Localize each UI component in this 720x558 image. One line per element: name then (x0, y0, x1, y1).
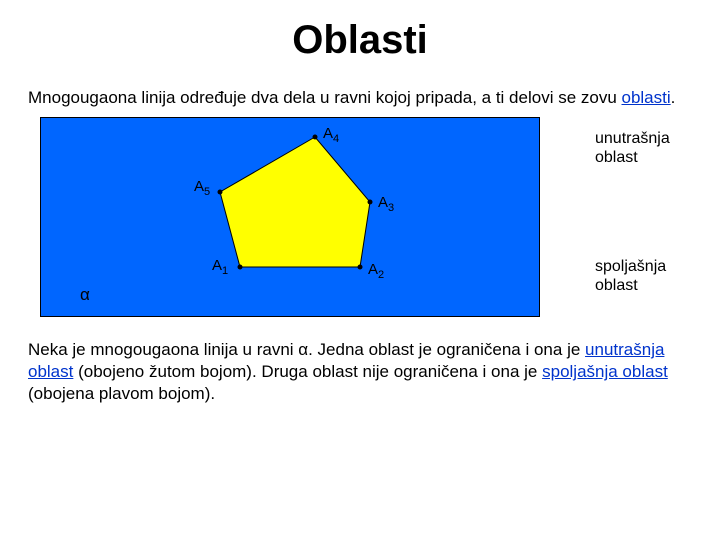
inner-region-label-line2: oblast (595, 149, 638, 166)
vertex-label-A4: A4 (323, 125, 339, 145)
vertex-label-A5: A5 (194, 178, 210, 198)
alpha-label: α (80, 285, 90, 305)
closing-paragraph: Neka je mnogougaona linija u ravni α. Je… (28, 339, 692, 405)
vertex-label-A2: A2 (368, 261, 384, 281)
diagram-container: A1A2A3A4A5 α unutrašnja oblast spoljašnj… (40, 117, 640, 317)
vertex-A2 (358, 265, 363, 270)
intro-prefix: Mnogougaona linija određuje dva dela u r… (28, 88, 622, 107)
outer-region-label-line2: oblast (595, 277, 638, 294)
polygon-diagram (40, 117, 540, 317)
intro-keyword: oblasti (622, 88, 671, 107)
closing-t3: (obojena plavom bojom). (28, 384, 215, 403)
intro-suffix: . (671, 88, 676, 107)
vertex-label-A1: A1 (212, 257, 228, 277)
inner-region-label-line1: unutrašnja (595, 130, 670, 147)
vertex-A3 (368, 200, 373, 205)
inner-region-label: unutrašnja oblast (595, 129, 670, 167)
outer-region-label-line1: spoljašnja (595, 258, 666, 275)
vertex-A5 (218, 190, 223, 195)
closing-kw2: spoljašnja oblast (542, 362, 668, 381)
page-title: Oblasti (0, 18, 720, 63)
vertex-A4 (313, 135, 318, 140)
vertex-label-A3: A3 (378, 194, 394, 214)
vertex-A1 (238, 265, 243, 270)
closing-t1: Neka je mnogougaona linija u ravni α. Je… (28, 340, 585, 359)
outer-region-label: spoljašnja oblast (595, 257, 666, 295)
closing-t2: (obojeno žutom bojom). Druga oblast nije… (73, 362, 542, 381)
intro-paragraph: Mnogougaona linija određuje dva dela u r… (28, 87, 692, 109)
